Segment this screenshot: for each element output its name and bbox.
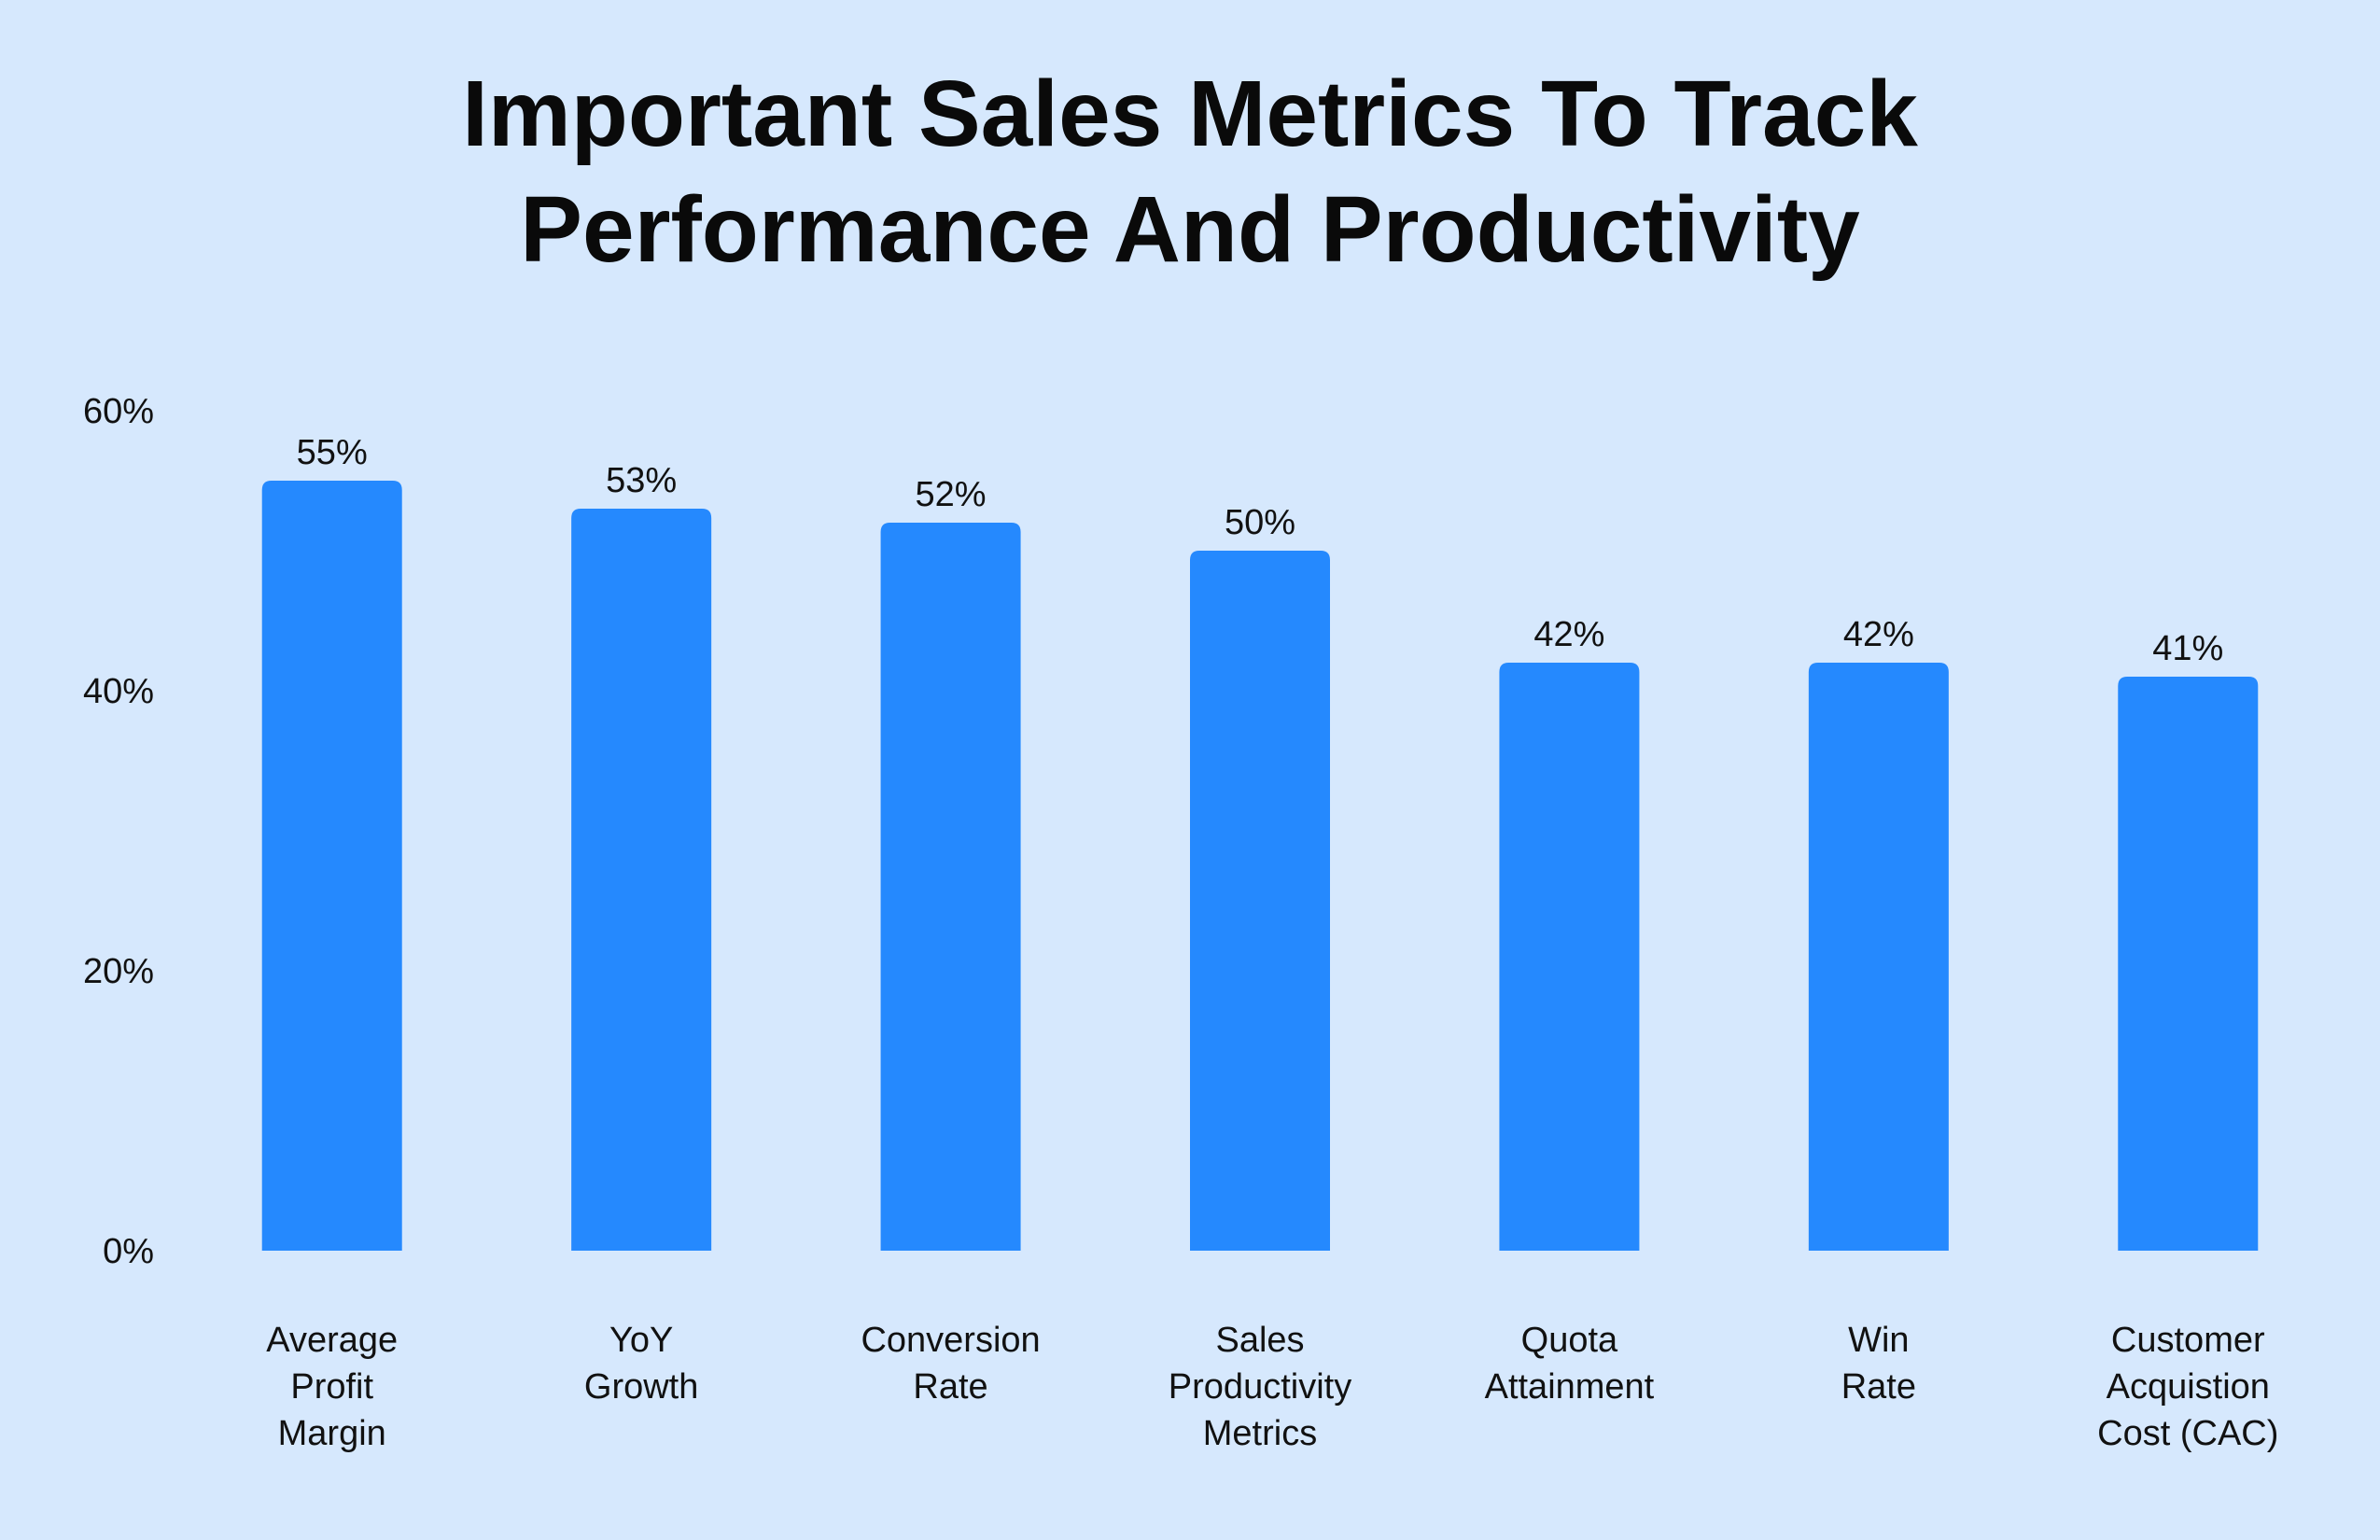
data-label: 53% [606, 461, 677, 500]
y-tick-label: 60% [83, 392, 154, 431]
x-tick-label: Rate [913, 1367, 987, 1407]
x-tick-label: Acquistion [2107, 1367, 2270, 1407]
bar [261, 481, 402, 1251]
bar [880, 523, 1021, 1251]
data-label: 42% [1843, 615, 1914, 654]
y-tick-label: 0% [103, 1232, 154, 1271]
x-tick-label: YoY [609, 1321, 673, 1360]
bar [1190, 551, 1330, 1251]
x-tick-label: Productivity [1169, 1367, 1351, 1407]
chart-title: Important Sales Metrics To Track Perform… [0, 56, 2380, 287]
chart-title-line-2: Performance And Productivity [520, 177, 1860, 282]
y-tick-label: 20% [83, 952, 154, 991]
data-label: 55% [297, 433, 368, 472]
data-label: 52% [916, 475, 987, 514]
x-tick-label: Win [1848, 1321, 1909, 1360]
x-tick-label: Margin [278, 1414, 386, 1453]
x-tick-label: Profit [290, 1367, 373, 1407]
x-tick-label: Average [266, 1321, 398, 1360]
x-tick-label: Attainment [1485, 1367, 1655, 1407]
x-tick-label: Metrics [1203, 1414, 1317, 1453]
bar [1499, 663, 1640, 1251]
x-tick-label: Sales [1215, 1321, 1304, 1360]
bar [571, 509, 712, 1251]
x-tick-label: Conversion [861, 1321, 1040, 1360]
y-tick-label: 40% [83, 672, 154, 711]
x-tick-label: Growth [584, 1367, 698, 1407]
bar [2118, 677, 2259, 1251]
data-label: 50% [1225, 503, 1295, 542]
x-tick-label: Customer [2111, 1321, 2265, 1360]
x-tick-label: Cost (CAC) [2097, 1414, 2278, 1453]
data-label: 41% [2152, 629, 2223, 668]
data-label: 42% [1533, 615, 1604, 654]
chart-title-line-1: Important Sales Metrics To Track [462, 62, 1918, 166]
x-tick-label: Rate [1841, 1367, 1916, 1407]
bar [1808, 663, 1949, 1251]
x-tick-label: Quota [1521, 1321, 1618, 1360]
